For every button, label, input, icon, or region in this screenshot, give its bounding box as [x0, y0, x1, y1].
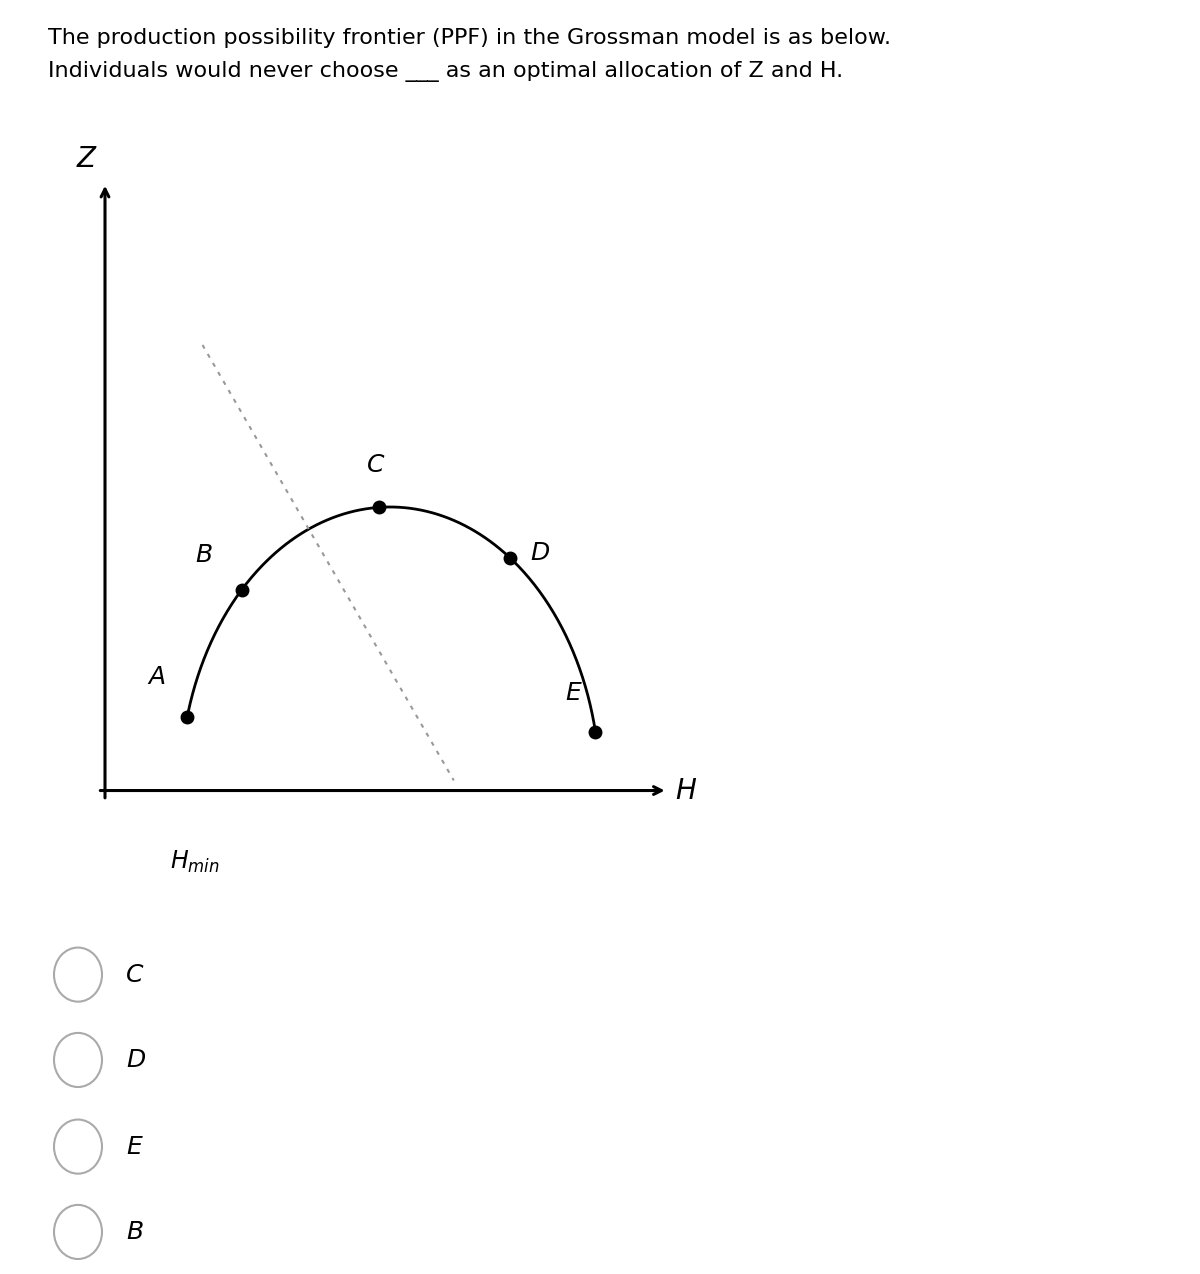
Text: Individuals would never choose ___ as an optimal allocation of Z and H.: Individuals would never choose ___ as an… [48, 61, 844, 82]
Text: A: A [149, 665, 166, 689]
Text: E: E [565, 682, 581, 705]
Text: Z: Z [77, 145, 96, 173]
Text: E: E [126, 1135, 142, 1158]
Text: B: B [196, 543, 212, 567]
Text: The production possibility frontier (PPF) in the Grossman model is as below.: The production possibility frontier (PPF… [48, 28, 890, 48]
Text: B: B [126, 1220, 143, 1243]
Text: D: D [126, 1049, 145, 1071]
Text: D: D [530, 541, 550, 566]
Text: C: C [366, 452, 384, 476]
Text: H: H [676, 777, 696, 805]
Text: C: C [126, 963, 144, 986]
Text: $H_{min}$: $H_{min}$ [169, 848, 220, 874]
